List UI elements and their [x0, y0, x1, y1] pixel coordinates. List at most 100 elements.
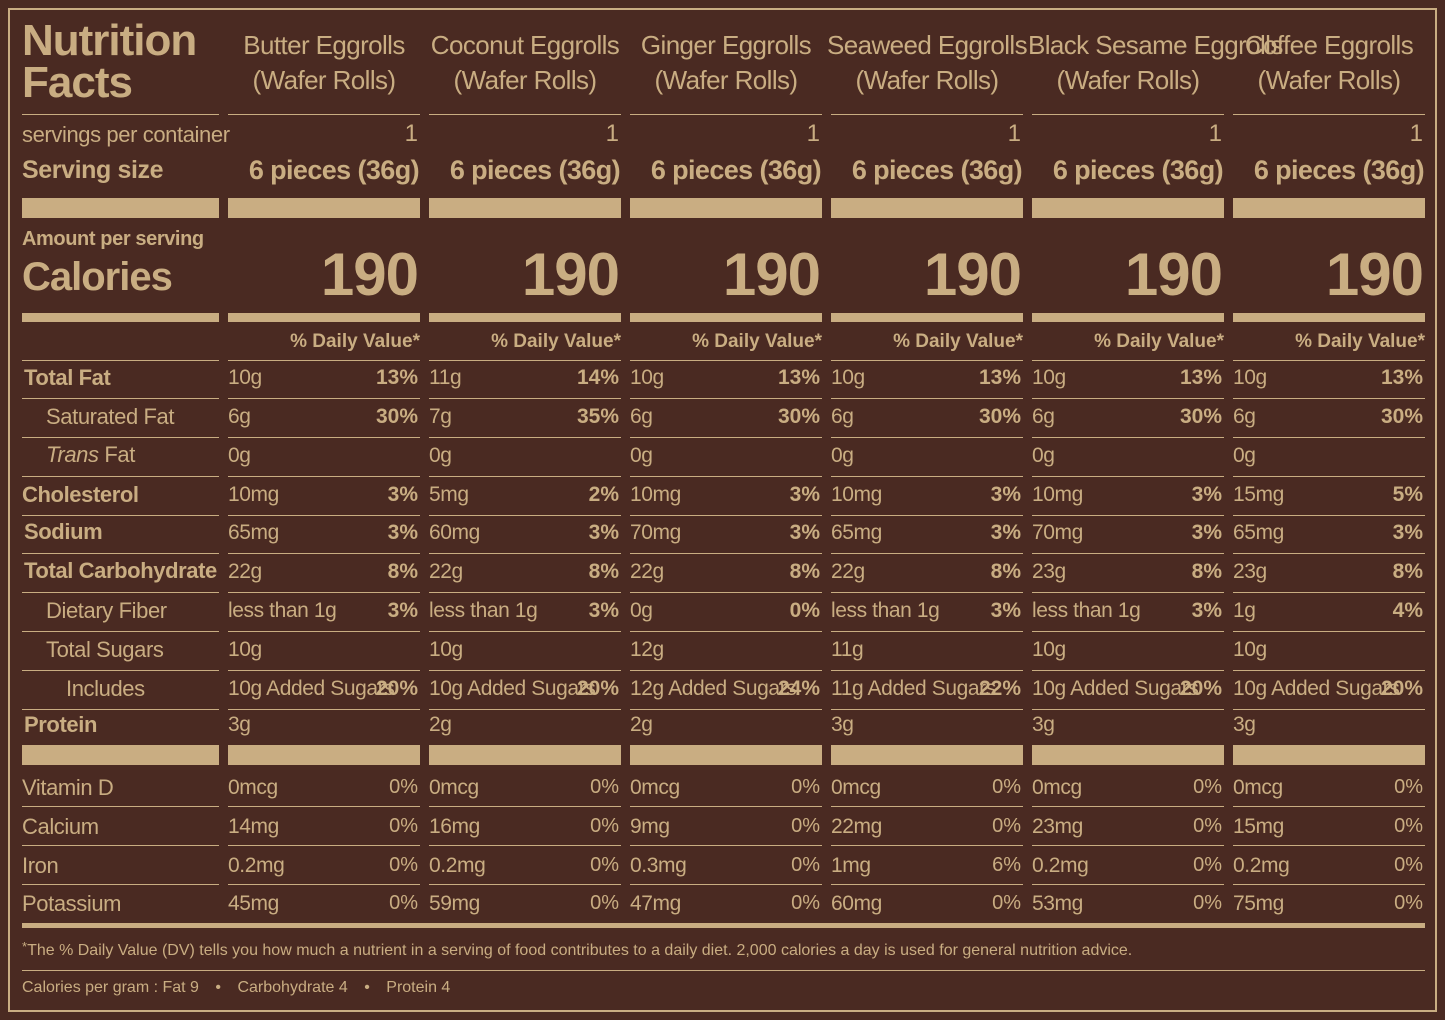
vitd-dv: 0% — [389, 776, 418, 798]
cholesterol-dv: 3% — [1191, 483, 1222, 506]
row-divider — [429, 114, 621, 115]
row-divider — [1032, 845, 1224, 846]
vitd-value: 0mcg — [429, 776, 479, 799]
sugars-value: 10g — [1032, 638, 1066, 661]
dietary-fiber-label: Dietary Fiber — [46, 598, 167, 623]
potassium-dv: 0% — [992, 892, 1021, 914]
total-fat-value: 11g — [429, 366, 462, 389]
footnote-text: The % Daily Value (DV) tells you how muc… — [27, 942, 1133, 959]
row-divider — [228, 476, 420, 477]
row-divider — [22, 360, 219, 361]
added-sugars-dv: 20% — [1380, 677, 1423, 700]
potassium-dv: 0% — [1193, 892, 1222, 914]
total-fat-value: 10g — [630, 366, 664, 389]
row-divider — [1233, 884, 1425, 885]
calcium-dv: 0% — [1193, 815, 1222, 837]
row-divider — [228, 631, 420, 632]
product-name-line-1: Coffee Eggrolls — [1244, 30, 1414, 60]
added-sugars-dv: 20% — [1179, 677, 1222, 700]
row-divider — [1032, 114, 1224, 115]
total-fat-value: 10g — [228, 366, 262, 389]
panel-title: Nutrition Facts — [22, 19, 197, 105]
cholesterol-dv: 2% — [588, 483, 619, 506]
row-divider — [831, 884, 1023, 885]
protein-value: 2g — [630, 713, 653, 736]
potassium-dv: 0% — [1394, 892, 1423, 914]
sat-fat-value: 7g — [429, 405, 452, 428]
carb-dv: 8% — [588, 560, 619, 583]
row-divider — [831, 437, 1023, 438]
trans-fat-value: 0g — [630, 444, 653, 467]
trans-fat-value: 0g — [228, 444, 251, 467]
calories-value: 190 — [521, 241, 620, 308]
row-divider — [630, 709, 822, 710]
fiber-value: 1g — [1233, 599, 1256, 622]
calcium-dv: 0% — [389, 815, 418, 837]
sodium-value: 60mg — [429, 521, 480, 544]
medium-divider — [429, 313, 621, 322]
row-divider — [630, 515, 822, 516]
total-fat-dv: 13% — [375, 366, 418, 389]
total-fat-value: 10g — [1233, 366, 1267, 389]
thick-divider — [1032, 745, 1224, 765]
row-divider — [429, 437, 621, 438]
row-divider — [831, 553, 1023, 554]
calcium-value: 22mg — [831, 815, 882, 838]
serving-size-value: 6 pieces (36g) — [248, 155, 420, 185]
total-fat-label: Total Fat — [24, 365, 111, 390]
row-divider — [228, 515, 420, 516]
sat-fat-value: 6g — [228, 405, 251, 428]
sodium-dv: 3% — [1191, 521, 1222, 544]
product-name-line-1: Black Sesame Eggrolls — [1028, 30, 1283, 60]
sugars-value: 10g — [1233, 638, 1267, 661]
row-divider — [429, 592, 621, 593]
sodium-value: 65mg — [831, 521, 882, 544]
carb-value: 23g — [1233, 560, 1267, 583]
protein-value: 3g — [1233, 713, 1256, 736]
footnote-asterisk: * — [22, 939, 28, 954]
row-divider — [429, 476, 621, 477]
bullet: • — [215, 979, 222, 996]
sodium-dv: 3% — [1392, 521, 1423, 544]
row-divider — [831, 476, 1023, 477]
includes-label: Includes — [66, 676, 145, 701]
vitd-dv: 0% — [992, 776, 1021, 798]
row-divider — [429, 806, 621, 807]
row-divider — [1032, 670, 1224, 671]
serving-size-value: 6 pieces (36g) — [851, 155, 1023, 185]
total-fat-dv: 14% — [576, 366, 619, 389]
calories-value: 190 — [1325, 241, 1424, 308]
row-divider — [429, 884, 621, 885]
trans-rest: Fat — [98, 442, 135, 467]
sat-fat-dv: 35% — [576, 405, 619, 428]
iron-value: 1mg — [831, 854, 871, 877]
row-divider — [22, 806, 219, 807]
product-name-line-2: (Wafer Rolls) — [654, 65, 799, 95]
row-divider — [831, 592, 1023, 593]
potassium-value: 53mg — [1032, 892, 1083, 915]
sat-fat-dv: 30% — [1380, 405, 1423, 428]
vitd-value: 0mcg — [1032, 776, 1082, 799]
fiber-dv: 0% — [789, 599, 820, 622]
serving-size-value: 6 pieces (36g) — [449, 155, 621, 185]
thick-divider — [630, 198, 822, 218]
cal-per-gram-carb: Carbohydrate 4 — [237, 979, 348, 996]
fiber-value: less than 1g — [1032, 599, 1141, 622]
calcium-value: 16mg — [429, 815, 480, 838]
product-name-line-1: Ginger Eggrolls — [640, 30, 812, 60]
thick-divider — [429, 198, 621, 218]
cholesterol-value: 10mg — [228, 483, 279, 506]
calories-value: 190 — [320, 241, 419, 308]
medium-divider — [22, 313, 219, 322]
row-divider — [1233, 360, 1425, 361]
sodium-dv: 3% — [588, 521, 619, 544]
added-sugars-dv: 20% — [375, 677, 418, 700]
daily-value-header: % Daily Value* — [491, 331, 621, 352]
row-divider — [630, 845, 822, 846]
carb-value: 22g — [429, 560, 463, 583]
daily-value-header: % Daily Value* — [290, 331, 420, 352]
row-divider — [22, 884, 219, 885]
calcium-value: 23mg — [1032, 815, 1083, 838]
added-sugars-value: 12g Added Sugars — [630, 677, 797, 700]
sat-fat-value: 6g — [630, 405, 653, 428]
